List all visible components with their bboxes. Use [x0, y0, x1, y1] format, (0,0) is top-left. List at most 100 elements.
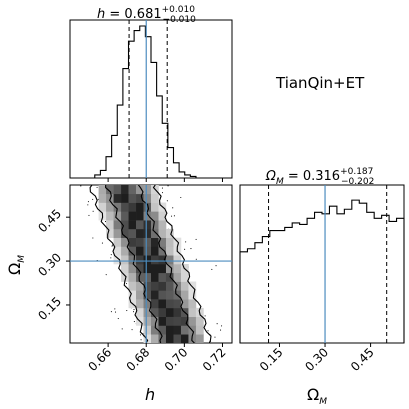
density-cell [151, 299, 159, 309]
density-cell [173, 299, 182, 309]
density-cell [165, 334, 174, 343]
h-histogram-steps [94, 25, 208, 179]
density-cell [128, 185, 137, 195]
density-cell [195, 316, 204, 326]
density-cell [136, 211, 144, 221]
density-cell [143, 185, 152, 195]
density-cell [195, 334, 204, 343]
density-cell [173, 272, 182, 282]
density-cell [188, 290, 197, 300]
density-cell [165, 264, 174, 274]
density-cell [158, 299, 167, 309]
density-cell [143, 316, 152, 326]
density-cell [180, 334, 189, 343]
density-cell [136, 307, 144, 317]
density-cell [136, 299, 144, 309]
density-cell [151, 334, 159, 343]
density-cell [151, 264, 159, 274]
density-cell [188, 299, 197, 309]
density-cell [165, 290, 174, 300]
contour-line [89, 185, 149, 343]
scatter-point [126, 309, 128, 312]
h-tick-label: 0.70 [162, 345, 191, 374]
density-cell [128, 272, 137, 282]
scatter-point [133, 321, 135, 323]
density-cell [121, 185, 129, 195]
density-cell [165, 246, 174, 256]
density-cell [188, 307, 197, 317]
omega-histogram-title: ΩM = 0.316+0.187 −0.202 [265, 167, 374, 187]
density-cell [151, 307, 159, 317]
scatter-point [161, 192, 164, 194]
density-cell [106, 211, 114, 221]
density-cell [121, 272, 129, 282]
density-cell [121, 202, 129, 212]
density-cell [121, 264, 129, 274]
density-cell [113, 237, 122, 247]
density-cell [113, 202, 122, 212]
density-cell [106, 220, 114, 230]
scatter-point [214, 336, 216, 338]
contour-line [105, 185, 163, 343]
density-cell [151, 211, 159, 221]
contour-line [152, 185, 212, 343]
scatter-point [104, 221, 107, 223]
scatter-point [184, 248, 186, 250]
density-cell [136, 185, 144, 195]
scatter-point [101, 242, 103, 244]
density-cell [143, 299, 152, 309]
density-cell [180, 316, 189, 326]
density-cell [136, 220, 144, 230]
density-cell [136, 246, 144, 256]
density-cell [143, 228, 152, 238]
density-cell [136, 202, 144, 212]
scatter-point [167, 185, 169, 187]
scatter-point [180, 196, 182, 199]
density-cell [151, 202, 159, 212]
density-cell [158, 316, 167, 326]
density-cell [151, 237, 159, 247]
density-cell [180, 299, 189, 309]
density-cell [151, 246, 159, 256]
density-cell [128, 228, 137, 238]
density-cell [180, 272, 189, 282]
omega-histogram [239, 185, 405, 343]
density-cell [158, 237, 167, 247]
density-cell [158, 334, 167, 343]
density-cell [158, 281, 167, 291]
density-cell [151, 290, 159, 300]
density-cell [128, 211, 137, 221]
density-cell [151, 193, 159, 203]
scatter-point [87, 204, 89, 206]
scatter-point [195, 258, 197, 260]
scatter-point [121, 328, 123, 330]
density-cell [143, 325, 152, 335]
scatter-point [170, 215, 173, 217]
density-cell [136, 290, 144, 300]
density-cell [180, 290, 189, 300]
density-cell [113, 255, 122, 265]
density-cell [98, 185, 107, 195]
density-cell [158, 290, 167, 300]
h-histogram [94, 20, 208, 179]
density-cell [151, 316, 159, 326]
density-cell [151, 272, 159, 282]
density-cell [158, 272, 167, 282]
scatter-point [195, 238, 197, 240]
density-cell [106, 185, 114, 195]
density-cell [98, 202, 107, 212]
omega-x-tick-label: 0.15 [257, 345, 286, 374]
density-cell [151, 325, 159, 335]
scatter-point [133, 309, 135, 311]
omega-x-tick-label: 0.45 [348, 345, 377, 374]
density-cell [121, 255, 129, 265]
density-cell [158, 220, 167, 230]
density-cell [158, 325, 167, 335]
scatter-point [219, 329, 222, 331]
density-cell [173, 325, 182, 335]
density-cell [143, 220, 152, 230]
scatter-point [172, 207, 174, 209]
scatter-point [117, 317, 119, 320]
density-cell [113, 193, 122, 203]
density-cell [136, 237, 144, 247]
